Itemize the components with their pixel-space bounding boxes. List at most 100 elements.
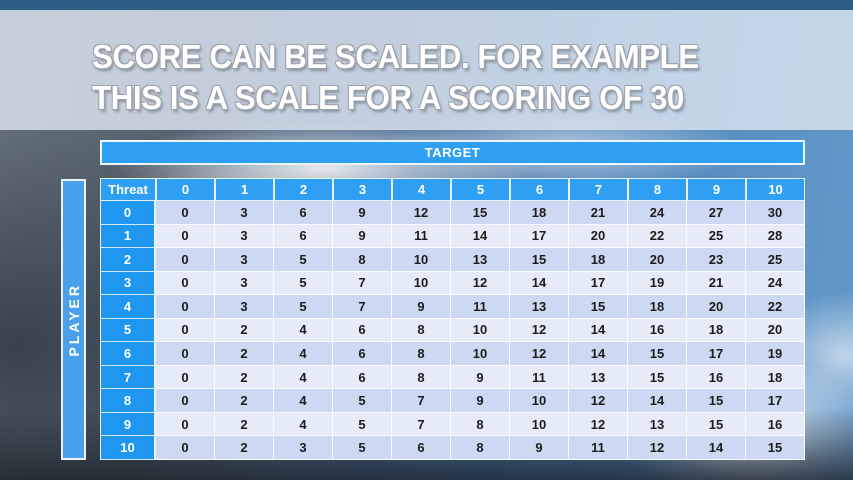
score-cell: 3 bbox=[215, 224, 274, 249]
score-cell: 28 bbox=[746, 224, 805, 249]
score-cell: 0 bbox=[156, 318, 215, 343]
score-cell: 21 bbox=[687, 271, 746, 296]
score-cell: 11 bbox=[510, 365, 569, 390]
score-cell: 17 bbox=[746, 389, 805, 413]
score-cell: 10 bbox=[510, 389, 569, 413]
score-cell: 22 bbox=[746, 295, 805, 319]
score-cell: 6 bbox=[392, 436, 451, 460]
score-cell: 3 bbox=[215, 248, 274, 272]
score-cell: 14 bbox=[510, 271, 569, 296]
score-cell: 25 bbox=[687, 224, 746, 249]
score-cell: 24 bbox=[628, 201, 687, 225]
score-cell: 19 bbox=[628, 271, 687, 296]
score-cell: 20 bbox=[746, 318, 805, 343]
score-cell: 9 bbox=[451, 365, 510, 390]
score-cell: 11 bbox=[392, 224, 451, 249]
target-header-bar: TARGET bbox=[100, 140, 805, 165]
target-col-header: 8 bbox=[628, 178, 687, 201]
target-col-header: 9 bbox=[687, 178, 746, 201]
score-cell: 0 bbox=[156, 365, 215, 390]
score-cell: 4 bbox=[274, 342, 333, 366]
score-cell: 13 bbox=[628, 412, 687, 437]
target-col-header: 2 bbox=[274, 178, 333, 201]
score-cell: 10 bbox=[392, 248, 451, 272]
target-col-header: 1 bbox=[215, 178, 274, 201]
target-col-header: 7 bbox=[569, 178, 628, 201]
score-cell: 2 bbox=[215, 365, 274, 390]
score-cell: 8 bbox=[333, 248, 392, 272]
score-cell: 18 bbox=[746, 365, 805, 390]
player-row-header: 7 bbox=[100, 365, 156, 390]
player-row-header: 4 bbox=[100, 295, 156, 319]
score-cell: 14 bbox=[451, 224, 510, 249]
player-row-header: 0 bbox=[100, 201, 156, 225]
score-cell: 20 bbox=[569, 224, 628, 249]
score-cell: 15 bbox=[451, 201, 510, 225]
score-cell: 8 bbox=[451, 436, 510, 460]
score-cell: 18 bbox=[569, 248, 628, 272]
player-row-header: 3 bbox=[100, 271, 156, 296]
score-cell: 9 bbox=[333, 224, 392, 249]
score-cell: 12 bbox=[510, 342, 569, 366]
score-cell: 9 bbox=[451, 389, 510, 413]
score-cell: 0 bbox=[156, 201, 215, 225]
target-col-header: 4 bbox=[392, 178, 451, 201]
score-cell: 6 bbox=[333, 342, 392, 366]
player-row-header: 10 bbox=[100, 436, 156, 460]
score-cell: 9 bbox=[510, 436, 569, 460]
score-cell: 4 bbox=[274, 365, 333, 390]
score-cell: 14 bbox=[569, 342, 628, 366]
score-cell: 15 bbox=[628, 365, 687, 390]
score-cell: 25 bbox=[746, 248, 805, 272]
score-cell: 2 bbox=[215, 389, 274, 413]
score-cell: 21 bbox=[569, 201, 628, 225]
score-cell: 5 bbox=[333, 389, 392, 413]
score-cell: 10 bbox=[451, 342, 510, 366]
player-row-header: 1 bbox=[100, 224, 156, 249]
score-cell: 18 bbox=[510, 201, 569, 225]
threat-header-cell: Threat bbox=[100, 178, 156, 201]
score-cell: 12 bbox=[569, 412, 628, 437]
score-cell: 23 bbox=[687, 248, 746, 272]
score-cell: 18 bbox=[628, 295, 687, 319]
score-cell: 2 bbox=[215, 436, 274, 460]
score-cell: 7 bbox=[333, 271, 392, 296]
title-line-1: SCORE CAN BE SCALED. FOR EXAMPLE bbox=[92, 38, 699, 75]
target-col-header: 10 bbox=[746, 178, 805, 201]
score-cell: 20 bbox=[628, 248, 687, 272]
score-cell: 7 bbox=[392, 412, 451, 437]
score-cell: 13 bbox=[451, 248, 510, 272]
score-cell: 8 bbox=[392, 342, 451, 366]
score-cell: 3 bbox=[215, 201, 274, 225]
score-cell: 0 bbox=[156, 224, 215, 249]
score-cell: 30 bbox=[746, 201, 805, 225]
score-cell: 0 bbox=[156, 271, 215, 296]
score-cell: 5 bbox=[333, 412, 392, 437]
score-cell: 2 bbox=[215, 412, 274, 437]
score-cell: 8 bbox=[451, 412, 510, 437]
score-cell: 0 bbox=[156, 248, 215, 272]
score-cell: 6 bbox=[333, 318, 392, 343]
score-cell: 15 bbox=[687, 412, 746, 437]
score-cell: 15 bbox=[510, 248, 569, 272]
score-cell: 10 bbox=[510, 412, 569, 437]
player-row-header: 8 bbox=[100, 389, 156, 413]
score-cell: 0 bbox=[156, 436, 215, 460]
score-cell: 15 bbox=[569, 295, 628, 319]
score-cell: 5 bbox=[274, 295, 333, 319]
score-cell: 17 bbox=[687, 342, 746, 366]
target-col-header: 5 bbox=[451, 178, 510, 201]
score-cell: 8 bbox=[392, 365, 451, 390]
score-cell: 12 bbox=[510, 318, 569, 343]
score-cell: 12 bbox=[451, 271, 510, 296]
score-cell: 7 bbox=[333, 295, 392, 319]
score-cell: 6 bbox=[274, 201, 333, 225]
score-cell: 0 bbox=[156, 389, 215, 413]
score-cell: 0 bbox=[156, 342, 215, 366]
score-cell: 13 bbox=[510, 295, 569, 319]
score-cell: 14 bbox=[628, 389, 687, 413]
score-cell: 13 bbox=[569, 365, 628, 390]
player-row-header: 9 bbox=[100, 412, 156, 437]
score-cell: 9 bbox=[333, 201, 392, 225]
